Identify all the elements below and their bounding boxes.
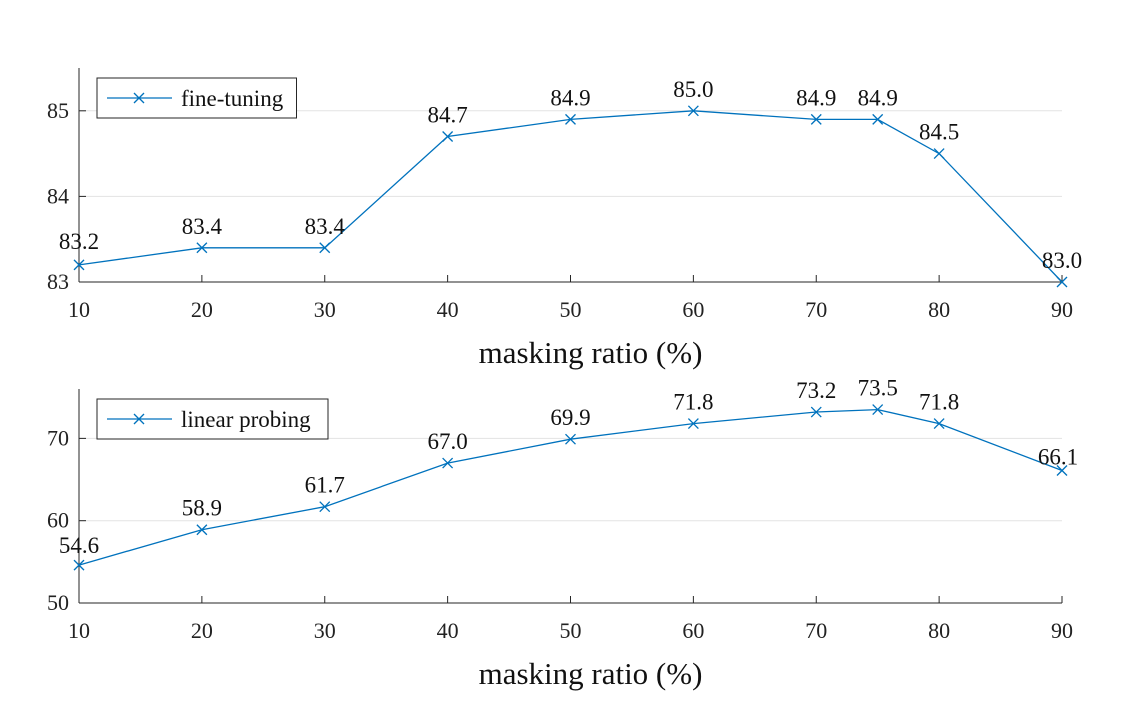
- data-label: 84.9: [858, 85, 898, 110]
- data-label: 84.5: [919, 120, 959, 145]
- marker-stroke: [442, 131, 454, 142]
- x-tick-label: 40: [437, 297, 459, 322]
- x-tick-label: 50: [560, 297, 582, 322]
- legend-marker: [133, 413, 145, 425]
- series-line: [78, 408, 1063, 566]
- data-point-marker: [565, 433, 576, 445]
- data-label: 61.7: [305, 473, 345, 498]
- x-tick-label: 90: [1051, 618, 1073, 643]
- x-axis-title: masking ratio (%): [479, 656, 703, 691]
- data-label: 66.1: [1038, 444, 1078, 469]
- marker-stroke: [687, 418, 699, 430]
- x-tick-label: 60: [682, 618, 704, 643]
- data-label: 73.5: [858, 376, 898, 401]
- data-label: 84.7: [428, 102, 468, 127]
- y-tick-label: 84: [47, 183, 69, 208]
- marker-stroke: [810, 113, 822, 125]
- data-label: 83.2: [59, 229, 99, 254]
- x-tick-label: 20: [191, 618, 213, 643]
- marker-stroke: [565, 433, 576, 445]
- marker-stroke: [73, 559, 85, 571]
- x-tick-label: 50: [560, 618, 582, 643]
- y-tick-label: 83: [47, 269, 69, 294]
- marker-stroke: [196, 242, 208, 254]
- x-axis-title: masking ratio (%): [479, 335, 703, 370]
- chart-panel-2: 50 60 70 10 20 30 40 50 60 70 80 90 masking ratio (%…: [47, 376, 1078, 691]
- legend-label: fine-tuning: [181, 86, 284, 111]
- y-tick-label: 50: [47, 590, 69, 615]
- data-point-marker: [810, 113, 822, 125]
- marker-stroke: [933, 418, 945, 430]
- data-label: 84.9: [550, 85, 590, 110]
- data-point-marker: [687, 105, 699, 117]
- x-tick-label: 80: [928, 618, 950, 643]
- data-label: 83.0: [1042, 248, 1082, 273]
- marker-stroke: [1056, 276, 1068, 288]
- x-tick-label: 10: [68, 297, 90, 322]
- data-point-marker: [73, 559, 85, 571]
- x-tick-label: 70: [805, 297, 827, 322]
- y-tick-label: 70: [47, 425, 69, 450]
- data-label: 85.0: [673, 77, 713, 102]
- marker-stroke: [319, 501, 331, 513]
- legend-marker: [133, 92, 145, 104]
- data-point-marker: [73, 259, 85, 271]
- data-label: 84.9: [796, 85, 836, 110]
- y-tick-label: 85: [47, 98, 69, 123]
- x-tick-label: 60: [682, 297, 704, 322]
- x-tick-label: 20: [191, 297, 213, 322]
- marker-stroke: [319, 242, 331, 254]
- data-point-marker: [442, 131, 454, 142]
- marker-stroke: [442, 457, 454, 469]
- data-point-marker: [872, 404, 884, 416]
- data-label: 71.8: [919, 390, 959, 415]
- x-tick-label: 30: [314, 618, 336, 643]
- x-tick-label: 80: [928, 297, 950, 322]
- chart-panel-1: 83 84 85 10 20 30 40 50 60 70 80 90 masking ratio (%…: [47, 68, 1082, 370]
- x-tick-label: 30: [314, 297, 336, 322]
- data-point-marker: [319, 501, 331, 513]
- marker-stroke: [872, 113, 884, 125]
- marker-stroke: [1056, 465, 1068, 476]
- marker-stroke: [933, 148, 945, 160]
- data-point-marker: [196, 524, 208, 536]
- marker-stroke: [196, 524, 208, 536]
- marker-stroke: [872, 404, 884, 416]
- marker-stroke: [565, 113, 576, 125]
- x-tick-label: 40: [437, 618, 459, 643]
- data-point-marker: [687, 418, 699, 430]
- data-label: 69.9: [550, 405, 590, 430]
- data-point-marker: [319, 242, 331, 254]
- data-point-marker: [933, 418, 945, 430]
- data-point-marker: [810, 406, 822, 418]
- x-tick-label: 70: [805, 618, 827, 643]
- data-point-marker: [1056, 276, 1068, 288]
- data-point-marker: [565, 113, 576, 125]
- data-label: 73.2: [796, 378, 836, 403]
- data-point-marker: [1056, 465, 1068, 476]
- marker-stroke: [687, 105, 699, 117]
- data-label: 67.0: [428, 429, 468, 454]
- data-label: 58.9: [182, 496, 222, 521]
- marker-stroke: [810, 406, 822, 418]
- data-label: 54.6: [59, 533, 99, 558]
- x-tick-label: 10: [68, 618, 90, 643]
- data-label: 83.4: [182, 214, 223, 239]
- data-label: 83.4: [305, 214, 346, 239]
- data-point-marker: [933, 148, 945, 160]
- legend-label: linear probing: [181, 407, 311, 432]
- data-label: 71.8: [673, 390, 713, 415]
- data-point-marker: [442, 457, 454, 469]
- y-tick-label: 60: [47, 508, 69, 533]
- x-tick-label: 90: [1051, 297, 1073, 322]
- marker-stroke: [73, 259, 85, 271]
- data-point-marker: [196, 242, 208, 254]
- data-point-marker: [872, 113, 884, 125]
- series-line: [78, 110, 1063, 283]
